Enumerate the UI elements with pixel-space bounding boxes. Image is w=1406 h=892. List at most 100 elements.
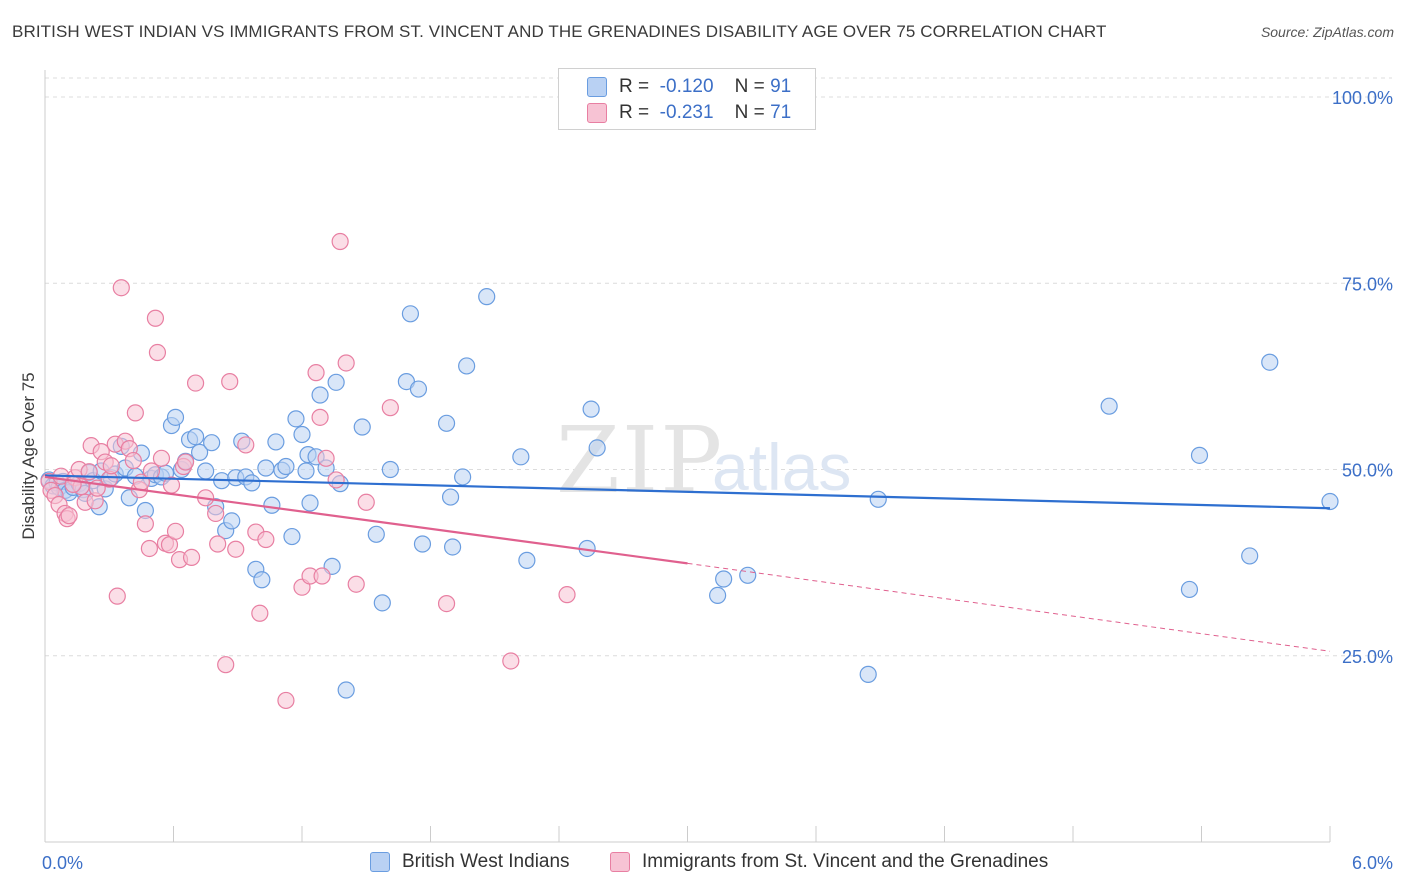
y-axis-label: Disability Age Over 75 [19, 372, 38, 539]
data-point [709, 586, 727, 605]
data-point [60, 507, 78, 525]
data-point [152, 449, 171, 467]
data-point [512, 448, 530, 466]
bottom-legend-series2: Immigrants from St. Vincent and the Gren… [610, 851, 1048, 873]
data-point [251, 604, 269, 622]
tick-labels: 25.0% 50.0% 75.0% 100.0% 0.0% 6.0% [42, 88, 1393, 873]
legend-swatch-series1 [587, 77, 607, 97]
data-point [859, 665, 877, 683]
data-point [64, 475, 82, 493]
data-point [217, 656, 235, 674]
series-layer [40, 232, 1339, 710]
data-point [166, 408, 185, 426]
data-point [313, 567, 331, 585]
data-point [739, 566, 757, 584]
legend-r-value: -0.231 [659, 102, 714, 123]
data-point [207, 504, 225, 523]
data-point [1261, 353, 1279, 371]
data-point [373, 594, 391, 612]
data-point [227, 540, 245, 558]
data-point [317, 449, 335, 467]
legend-row-series1: R = -0.120 N = 91 [587, 75, 791, 99]
legend-row-series2: R = -0.231 N = 71 [587, 101, 791, 125]
watermark-zip: ZIP [556, 407, 724, 514]
data-point [1321, 492, 1339, 511]
watermark: ZIP atlas [556, 407, 851, 514]
trend-line-series1 [44, 474, 1331, 510]
data-point [458, 357, 476, 375]
data-point [287, 410, 305, 428]
legend-swatch-series2 [587, 103, 607, 123]
data-point [140, 539, 159, 558]
data-point [297, 462, 315, 480]
data-point [257, 459, 275, 477]
data-point [182, 548, 201, 567]
data-point [502, 652, 520, 670]
data-point [243, 474, 261, 492]
data-point [102, 457, 120, 475]
trend-line-series2-extension [687, 562, 1331, 652]
data-point [327, 471, 345, 489]
data-point [136, 515, 154, 533]
data-point [148, 343, 167, 362]
data-point [558, 586, 576, 604]
data-point [367, 525, 385, 543]
data-point [176, 453, 195, 471]
data-point [1180, 580, 1199, 599]
trend-line-series2 [44, 475, 688, 565]
chart-title: BRITISH WEST INDIAN VS IMMIGRANTS FROM S… [12, 22, 1107, 41]
data-point [191, 443, 209, 461]
data-point [108, 587, 126, 605]
data-point [409, 380, 428, 398]
data-point [437, 414, 456, 432]
legend-r-label: R = [619, 102, 650, 123]
bottom-legend-swatch-series2 [610, 852, 630, 872]
x-tick-label: 6.0% [1352, 853, 1393, 873]
data-point [443, 538, 462, 556]
x-tick-label: 0.0% [42, 853, 83, 873]
data-point [283, 527, 301, 546]
data-point [1100, 397, 1118, 415]
data-point [582, 400, 600, 418]
data-point [1241, 547, 1259, 565]
data-point [869, 490, 887, 508]
legend: R = -0.120 N = 91 R = -0.231 N = 71 [558, 68, 816, 130]
data-point [166, 522, 185, 540]
legend-n-label: N = [734, 102, 765, 123]
data-point [186, 374, 205, 392]
data-point [223, 512, 241, 530]
data-point [267, 433, 285, 451]
data-point [293, 425, 311, 444]
trend-layer [44, 474, 1331, 652]
data-point [413, 535, 432, 553]
data-point [357, 493, 375, 511]
data-point [307, 364, 325, 382]
y-tick-label: 25.0% [1342, 647, 1393, 667]
bottom-legend-label-series1: British West Indians [402, 851, 570, 872]
axes [44, 70, 1331, 843]
data-point [437, 594, 456, 613]
data-point [478, 288, 496, 306]
data-point [277, 691, 295, 710]
source-note: Source: ZipAtlas.com [1260, 24, 1394, 40]
data-point [209, 535, 227, 553]
data-point [263, 496, 281, 514]
data-point [327, 373, 345, 391]
data-point [454, 468, 472, 486]
y-tick-label: 50.0% [1342, 461, 1393, 481]
data-point [1190, 446, 1209, 464]
legend-n-value: 91 [770, 76, 792, 97]
bottom-legend-swatch-series1 [370, 852, 390, 872]
data-point [311, 408, 329, 426]
data-point [381, 399, 399, 417]
data-point [126, 404, 144, 422]
legend-r-label: R = [619, 76, 650, 97]
data-point [311, 386, 329, 404]
data-point [715, 570, 733, 588]
data-point [588, 439, 606, 457]
data-point [253, 571, 271, 589]
data-point [146, 309, 165, 327]
data-point [353, 418, 371, 436]
data-point [237, 436, 255, 454]
